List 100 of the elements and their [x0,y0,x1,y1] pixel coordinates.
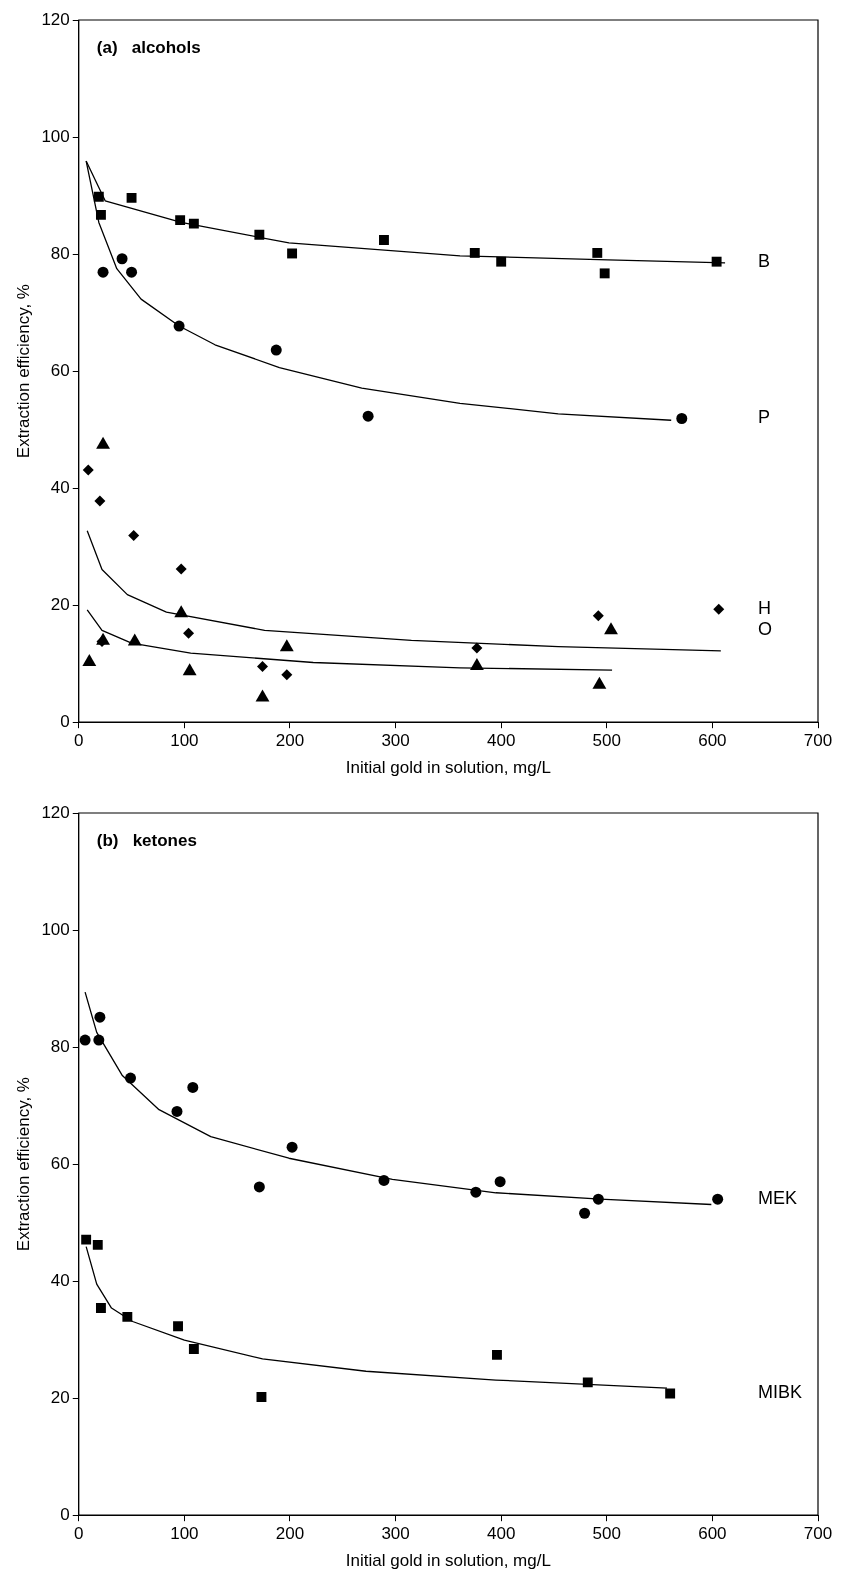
x-tick-label: 500 [592,731,621,751]
y-tick-label: 0 [60,1504,70,1524]
text: B [758,250,771,271]
x-tick-label: 300 [381,731,410,751]
y-axis-title: Extraction efficiency, % [13,1077,33,1252]
y-tick-label: 80 [50,1036,70,1056]
point [711,256,722,267]
point [676,413,688,424]
point [379,235,389,245]
x-tick-label: 600 [698,1524,727,1544]
y-tick-label: 40 [50,1270,70,1290]
y-tick-label: 0 [60,711,70,731]
point [599,268,610,279]
point [95,1303,106,1313]
point [128,530,140,542]
series-label: MEK [758,1188,798,1209]
point [492,1349,502,1360]
point [256,1392,267,1402]
y-tick-label: 60 [50,360,70,380]
point [175,215,186,226]
x-tick-label: 0 [74,731,84,751]
y-tick-label: 40 [50,477,70,497]
point [96,436,110,449]
point [665,1388,676,1399]
point [93,1034,105,1046]
x-tick-label: 400 [487,731,516,751]
y-tick-label: 120 [41,802,70,822]
point [362,410,374,422]
point [279,639,294,652]
point [188,1344,199,1354]
point [470,1186,482,1198]
text: MIBK [758,1382,803,1403]
series-label: H [758,598,771,619]
y-tick-label: 100 [41,126,70,146]
point [125,1072,137,1084]
text: (b) ketones [96,831,197,851]
point [182,663,197,676]
x-tick-label: 600 [698,731,727,751]
point [82,464,94,476]
point [94,1011,106,1023]
x-tick-label: 500 [592,1524,621,1544]
point [126,266,138,278]
point [254,229,265,240]
x-tick-label: 100 [170,1524,199,1544]
point [471,642,483,654]
point [287,248,298,259]
text: O [758,619,773,640]
point [173,1321,183,1332]
point [255,689,270,702]
x-axis-title: Initial gold in solution, mg/L [345,1551,551,1571]
point [116,253,128,265]
point [713,603,725,615]
point [122,1311,133,1322]
text: P [758,407,771,428]
point [187,1081,199,1093]
x-axis-title: Initial gold in solution, mg/L [345,758,551,778]
x-tick-label: 300 [381,1524,410,1544]
point [82,653,97,666]
x-tick-label: 0 [74,1524,84,1544]
point [496,256,507,267]
x-tick-label: 700 [803,1524,833,1544]
point [270,344,282,356]
point [175,563,187,575]
point [582,1377,593,1388]
y-tick-label: 80 [50,243,70,263]
point [286,1141,298,1153]
point [188,218,199,229]
point [592,247,603,258]
x-tick-label: 700 [803,731,833,751]
point [257,661,269,673]
point [469,247,480,258]
point [97,266,109,278]
point [93,191,104,202]
point [592,676,607,689]
point [94,495,106,507]
text: (a) alcohols [96,38,201,58]
point [281,669,293,681]
y-tick-label: 60 [50,1153,70,1173]
point [92,1239,103,1250]
point [126,192,137,203]
x-tick-label: 200 [275,731,305,751]
point [592,610,604,622]
point [378,1174,390,1186]
point [95,209,106,220]
point [81,1234,92,1245]
x-tick-label: 200 [275,1524,305,1544]
point [171,1105,183,1117]
point [592,1193,604,1205]
y-axis-title: Extraction efficiency, % [13,284,33,459]
point [173,320,185,332]
point [604,622,618,635]
y-tick-label: 120 [41,9,70,29]
point [183,627,195,639]
point [494,1176,506,1188]
y-tick-label: 20 [50,1387,70,1407]
point [253,1181,265,1193]
point [79,1034,91,1046]
point [579,1207,591,1219]
x-tick-label: 400 [487,1524,516,1544]
y-tick-label: 20 [50,594,70,614]
